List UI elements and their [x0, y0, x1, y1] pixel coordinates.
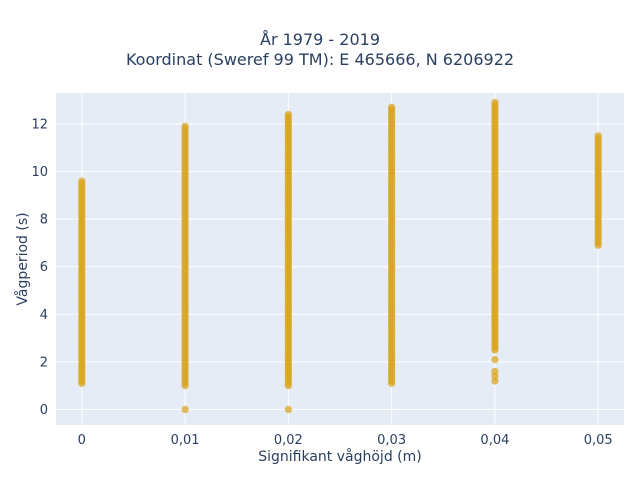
chart-title-line-2: Koordinat (Sweref 99 TM): E 465666, N 62…	[125, 50, 515, 69]
x-tick-label: 0,03	[377, 433, 406, 448]
data-point	[181, 405, 189, 414]
y-axis-title: Vågperiod (s)	[14, 212, 31, 305]
data-point	[284, 405, 292, 414]
data-point	[78, 177, 86, 185]
data-point	[491, 377, 499, 385]
y-tick-label: 6	[40, 260, 48, 275]
plot-area	[56, 93, 624, 425]
data-point	[491, 98, 499, 107]
x-tick-label: 0,05	[584, 433, 613, 448]
y-tick-label: 8	[40, 213, 48, 228]
data-point	[491, 355, 499, 364]
data-point	[594, 132, 602, 140]
x-axis-title: Signifikant våghöjd (m)	[258, 448, 421, 465]
x-tick-label: 0	[78, 433, 86, 448]
y-tick-label: 12	[31, 117, 48, 132]
y-tick-label: 10	[31, 165, 48, 180]
y-tick-label: 4	[40, 308, 48, 323]
data-point	[388, 103, 396, 111]
x-tick-label: 0,01	[171, 433, 200, 448]
x-tick-label: 0,04	[480, 433, 509, 448]
y-tick-label: 2	[40, 355, 48, 370]
data-point	[181, 122, 189, 130]
data-point	[284, 110, 292, 119]
chart-title-line-1: År 1979 - 2019	[260, 30, 380, 49]
x-tick-label: 0,02	[274, 433, 303, 448]
y-tick-label: 0	[40, 403, 48, 418]
